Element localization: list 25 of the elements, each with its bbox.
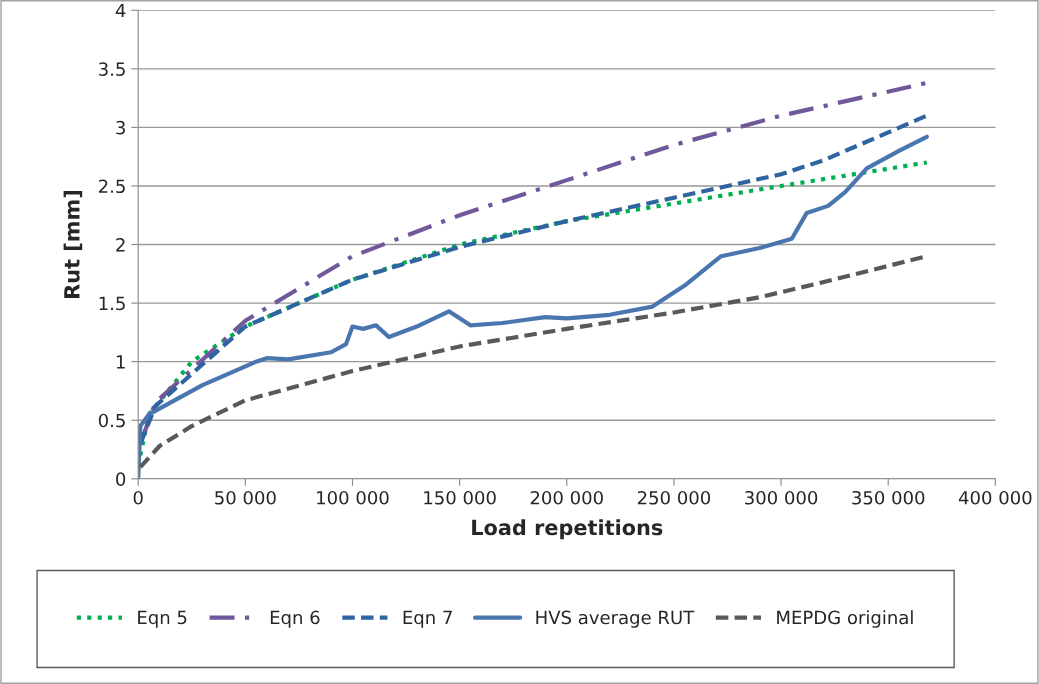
legend-label: MEPDG original — [777, 610, 913, 628]
legend-label: Eqn 5 — [138, 610, 187, 628]
legend-label: HVS average RUT — [536, 610, 695, 628]
x-tick-label: 50 000 — [215, 490, 276, 505]
x-tick-label: 250 000 — [637, 490, 711, 505]
x-tick-label: 150 000 — [424, 490, 496, 505]
x-axis-title: Load repetitions — [472, 519, 663, 540]
y-tick-label: 1.5 — [99, 296, 125, 311]
x-tick-label: 400 000 — [958, 490, 1032, 505]
y-tick-label: 0 — [116, 472, 126, 486]
y-axis-title: Rut [mm] — [63, 191, 83, 298]
y-tick-label: 4 — [115, 3, 126, 18]
x-tick-label: 0 — [133, 490, 143, 505]
x-tick-label: 350 000 — [852, 490, 925, 505]
y-tick-label: 2 — [116, 237, 125, 252]
y-tick-label: 2.5 — [98, 179, 125, 194]
y-tick-label: 3.5 — [99, 62, 125, 76]
y-tick-label: 1 — [116, 355, 125, 369]
x-tick-label: 300 000 — [745, 490, 818, 505]
legend-label: Eqn 6 — [270, 610, 320, 628]
x-tick-label: 200 000 — [530, 490, 603, 505]
y-tick-label: 0.5 — [98, 413, 125, 428]
y-tick-label: 3 — [116, 120, 125, 135]
x-tick-label: 100 000 — [317, 490, 389, 505]
legend-label: Eqn 7 — [403, 610, 452, 628]
